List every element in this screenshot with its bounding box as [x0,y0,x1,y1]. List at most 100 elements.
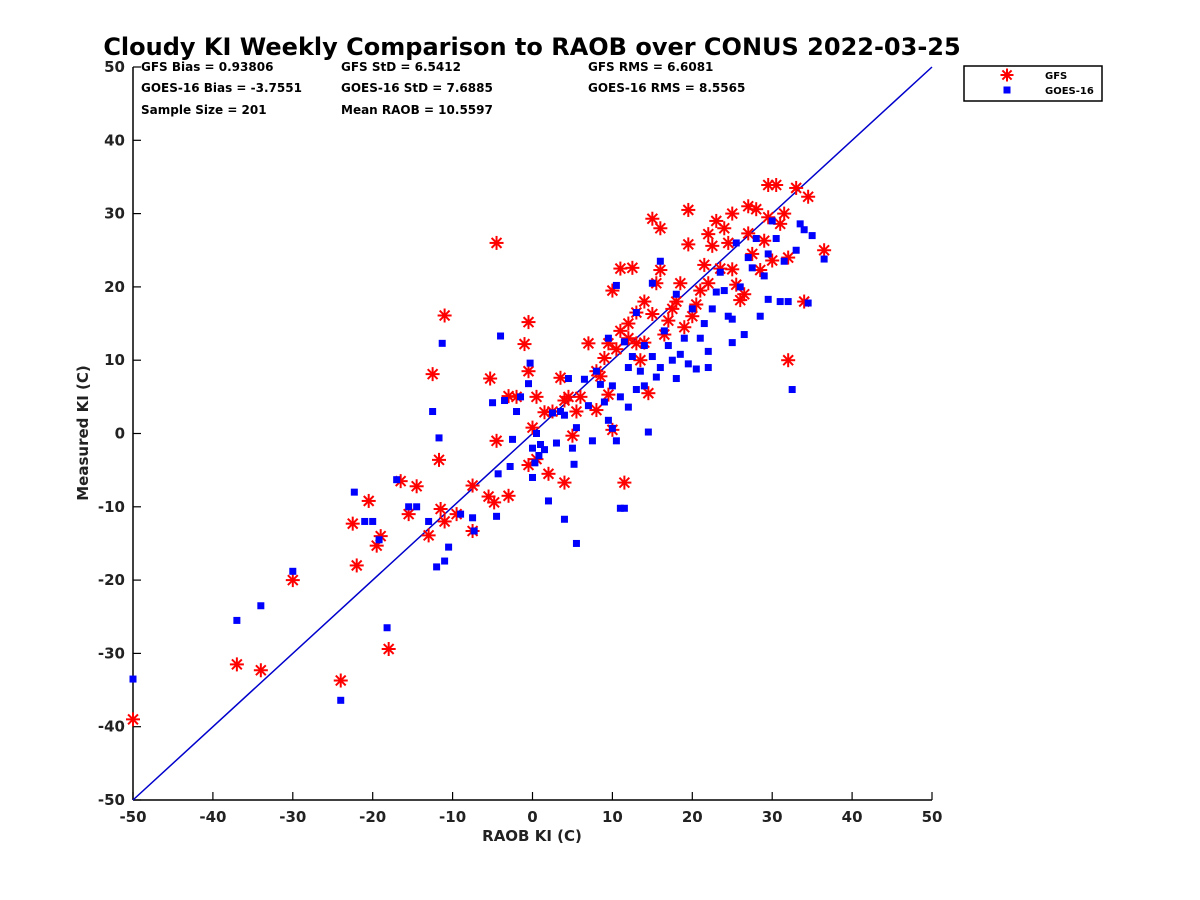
goes16-point [525,380,533,388]
gfs-point-stroke [383,643,395,655]
gfs-point-stroke [702,228,714,240]
goes16-point [501,397,509,405]
gfs-point-stroke [778,207,790,220]
goes16-point [438,339,446,347]
gfs-point [681,237,696,252]
gfs-point [569,404,584,419]
goes16-point [624,364,632,372]
y-tick-label: 30 [104,205,125,223]
gfs-point [653,221,668,236]
gfs-point-stroke [610,343,623,355]
gfs-point [781,353,796,368]
gfs-point-stroke [255,664,267,676]
goes16-point [640,382,648,390]
goes16-point [748,264,756,272]
goes16-point [616,393,624,401]
goes16-point [656,364,664,372]
goes16-point [704,347,712,355]
goes16-point [660,327,668,335]
gfs-point [645,307,660,322]
gfs-point-stroke [818,244,830,256]
goes16-point [580,375,588,383]
gfs-point [725,262,740,277]
goes16-point [588,437,596,445]
gfs-point-stroke [758,235,770,247]
x-tick-label: -40 [199,808,226,826]
goes16-point [804,299,812,307]
goes16-point [792,246,800,254]
goes16-point [624,403,632,411]
goes16-point [608,424,616,432]
goes16-point [435,434,443,442]
gfs-point-stroke [626,262,639,274]
goes16-point [632,309,640,317]
gfs-point-stroke [522,365,535,377]
gfs-point [517,337,532,352]
goes16-point [616,504,624,512]
gfs-point [433,501,448,516]
goes16-point [680,334,688,342]
gfs-point-stroke [678,321,690,333]
goes16-point [560,515,568,523]
gfs-point [641,386,656,401]
gfs-point [126,712,140,727]
gfs-point [637,294,652,309]
y-tick-label: 0 [115,425,125,443]
gfs-point [701,276,716,291]
goes16-point [740,331,748,339]
stat-label: Sample Size = 201 [141,103,267,117]
goes16-point [684,360,692,368]
goes16-point [257,602,265,610]
gfs-point [601,387,616,402]
gfs-point [673,276,688,291]
gfs-point-stroke [682,204,694,216]
gfs-point-stroke [782,354,794,366]
gfs-point [737,287,752,302]
goes16-point [644,428,652,436]
goes16-point [544,497,552,505]
goes16-point [672,290,680,298]
goes16-point [513,408,521,416]
gfs-point [565,428,580,443]
gfs-point-stroke [698,259,710,271]
gfs-point-stroke [351,559,363,572]
goes16-point [636,367,644,375]
goes16-point [497,332,505,340]
goes16-point [612,281,620,289]
gfs-point [741,226,756,241]
gfs-point-stroke [402,508,415,520]
goes16-point [612,437,620,445]
gfs-point [229,657,244,672]
x-tick-label: 30 [762,808,783,826]
gfs-point-stroke [682,238,694,251]
gfs-point-stroke [754,264,766,276]
stat-label: GFS Bias = 0.93806 [141,60,273,74]
gfs-point-stroke [426,368,439,380]
goes16-point [584,402,592,410]
gfs-point [557,475,572,490]
gfs-point [745,246,760,261]
goes16-point [768,217,776,225]
gfs-point [409,479,424,494]
goes16-point [529,444,536,452]
goes16-point [604,334,612,342]
gfs-point-stroke [395,475,407,487]
goes16-point [688,305,696,313]
gfs-point-stroke [570,405,583,418]
legend-goes16-marker [1003,86,1011,94]
goes16-point [796,220,804,228]
gfs-point-stroke [538,406,551,418]
goes16-point [552,439,560,447]
gfs-point [645,211,660,226]
goes16-point [540,446,548,454]
gfs-point-stroke [484,372,496,385]
gfs-point [432,452,447,467]
y-axis-label: Measured KI (C) [74,365,92,501]
gfs-point [749,202,764,217]
x-tick-label: -10 [439,808,466,826]
gfs-point-stroke [127,713,139,726]
gfs-point-stroke [438,309,451,322]
gfs-point-stroke [654,222,666,234]
